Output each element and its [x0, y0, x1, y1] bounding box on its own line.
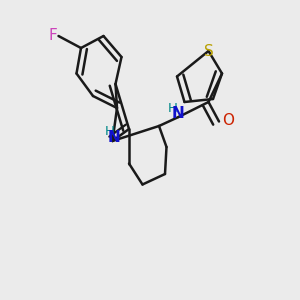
- Text: H: H: [105, 124, 115, 138]
- Text: N: N: [108, 130, 120, 145]
- Text: N: N: [172, 106, 184, 122]
- Text: H: H: [168, 101, 178, 115]
- Text: F: F: [49, 28, 58, 44]
- Text: S: S: [204, 44, 213, 59]
- Text: O: O: [222, 113, 234, 128]
